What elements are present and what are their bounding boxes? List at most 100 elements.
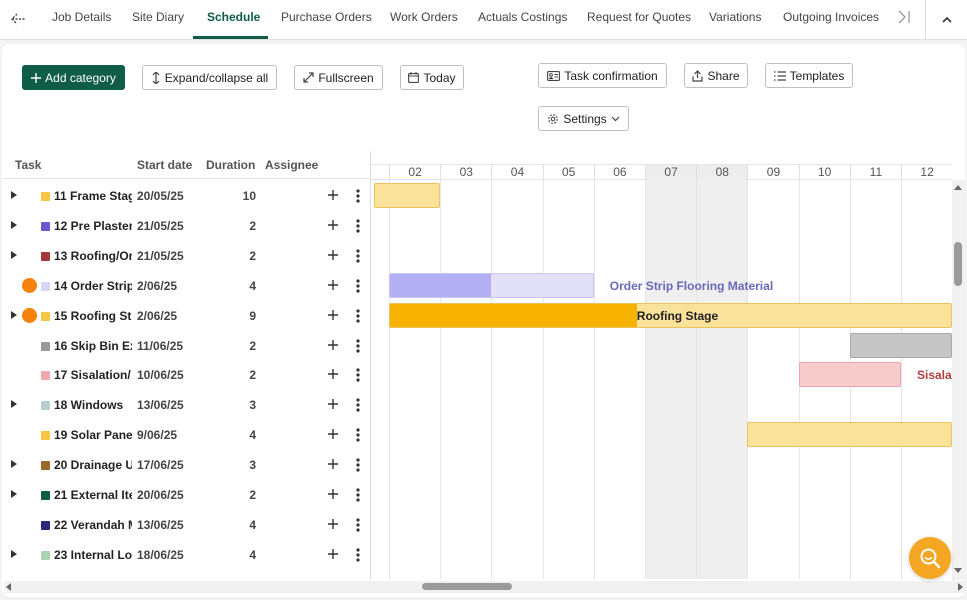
task-name[interactable]: 21 External Ite bbox=[54, 488, 132, 502]
task-name[interactable]: 17 Sisalation/ bbox=[54, 368, 131, 383]
task-row[interactable]: 17 Sisalation/10/06/25 2 bbox=[2, 360, 370, 390]
expand-arrow-icon[interactable] bbox=[11, 191, 17, 199]
settings-button[interactable]: Settings bbox=[538, 106, 629, 131]
gantt-bar[interactable] bbox=[849, 332, 952, 358]
add-assignee-icon[interactable] bbox=[325, 486, 341, 502]
add-assignee-icon[interactable] bbox=[325, 366, 341, 382]
expand-arrow-icon[interactable] bbox=[11, 549, 17, 558]
add-assignee-icon[interactable] bbox=[325, 247, 341, 263]
task-row[interactable]: 19 Solar Pane 9/06/25 4 bbox=[2, 420, 370, 450]
task-row[interactable]: 22 Verandah M 13/06/25 4 bbox=[2, 510, 370, 540]
task-row[interactable]: 14 Order Strip 2/06/25 4 bbox=[2, 271, 370, 301]
column-header-assignee[interactable]: Assignee bbox=[265, 158, 319, 172]
add-assignee-icon[interactable] bbox=[325, 277, 341, 293]
scroll-up-icon[interactable] bbox=[954, 185, 962, 190]
expand-arrow-icon[interactable] bbox=[11, 400, 17, 409]
add-assignee-icon[interactable] bbox=[325, 426, 341, 442]
more-options-icon[interactable] bbox=[352, 307, 364, 325]
more-options-icon[interactable] bbox=[352, 337, 364, 355]
gantt-bar[interactable] bbox=[798, 362, 901, 388]
gantt-bar[interactable] bbox=[373, 183, 441, 208]
expand-arrow-icon[interactable] bbox=[11, 490, 17, 498]
more-options-icon[interactable] bbox=[352, 486, 364, 504]
scroll-tabs-right-icon[interactable] bbox=[896, 8, 914, 26]
expand-arrow-icon[interactable] bbox=[11, 250, 17, 259]
gantt-bar[interactable] bbox=[389, 272, 594, 298]
task-name[interactable]: 22 Verandah M bbox=[54, 517, 132, 532]
task-name[interactable]: 18 Windows bbox=[54, 398, 124, 413]
expand-arrow-icon[interactable] bbox=[11, 460, 17, 469]
share-button[interactable]: Share bbox=[684, 63, 748, 88]
timeline-header: 02 03 04 05 06 07 08 09 10 11 12 bbox=[371, 164, 952, 181]
task-row[interactable]: 16 Skip Bin Ex 11/06/25 2 bbox=[2, 331, 370, 361]
vertical-scroll-thumb[interactable] bbox=[954, 242, 962, 286]
task-confirmation-button[interactable]: Task confirmation bbox=[538, 63, 667, 88]
more-options-icon[interactable] bbox=[352, 426, 364, 444]
scroll-down-icon[interactable] bbox=[954, 568, 962, 573]
more-options-icon[interactable] bbox=[352, 456, 364, 474]
more-options-icon[interactable] bbox=[352, 187, 364, 205]
column-header-task[interactable]: Task bbox=[15, 158, 42, 172]
task-row[interactable]: 21 External Ite 20/06/25 2 bbox=[2, 480, 370, 510]
column-header-duration[interactable]: Duration bbox=[206, 158, 256, 172]
add-assignee-icon[interactable] bbox=[325, 217, 341, 233]
task-row[interactable]: 12 Pre Plaster 21/05/25 2 bbox=[2, 211, 370, 241]
task-row[interactable]: 20 Drainage U 17/06/25 3 bbox=[2, 450, 370, 480]
add-assignee-icon[interactable] bbox=[325, 516, 341, 532]
expand-collapse-button[interactable]: Expand/collapse all bbox=[142, 65, 277, 90]
vertical-scrollbar[interactable] bbox=[952, 180, 965, 580]
task-row[interactable]: 13 Roofing/Or 21/05/25 2 bbox=[2, 241, 370, 271]
today-button[interactable]: Today bbox=[400, 65, 464, 90]
tab-schedule[interactable]: Schedule bbox=[207, 10, 261, 24]
more-options-icon[interactable] bbox=[352, 396, 364, 414]
more-options-icon[interactable] bbox=[352, 277, 364, 295]
task-row[interactable]: 11 Frame Stage 20/05/25 10 bbox=[2, 181, 370, 211]
scroll-left-icon[interactable] bbox=[6, 583, 11, 591]
column-header-start-date[interactable]: Start date bbox=[137, 158, 193, 172]
horizontal-scrollbar[interactable] bbox=[4, 581, 965, 593]
back-button[interactable] bbox=[8, 8, 30, 30]
add-assignee-icon[interactable] bbox=[325, 546, 341, 562]
add-assignee-icon[interactable] bbox=[325, 456, 341, 472]
expand-arrow-icon[interactable] bbox=[11, 310, 17, 319]
add-assignee-icon[interactable] bbox=[325, 396, 341, 412]
tab-job-details[interactable]: Job Details bbox=[52, 10, 112, 24]
add-assignee-icon[interactable] bbox=[325, 307, 341, 323]
fullscreen-button[interactable]: Fullscreen bbox=[294, 65, 383, 90]
more-options-icon[interactable] bbox=[352, 247, 364, 265]
task-name[interactable]: 16 Skip Bin Ex bbox=[54, 338, 132, 353]
task-name[interactable]: 20 Drainage U bbox=[54, 458, 132, 473]
tab-request-for-quotes[interactable]: Request for Quotes bbox=[587, 10, 692, 24]
task-name[interactable]: 15 Roofing St bbox=[54, 308, 132, 323]
tab-outgoing-invoices[interactable]: Outgoing Invoices bbox=[783, 10, 880, 24]
more-options-icon[interactable] bbox=[352, 217, 364, 235]
task-row[interactable]: 15 Roofing St 2/06/25 9 bbox=[2, 301, 370, 331]
help-chat-button[interactable] bbox=[909, 537, 951, 579]
add-assignee-icon[interactable] bbox=[325, 187, 341, 203]
task-name[interactable]: 12 Pre Plaster bbox=[54, 218, 132, 233]
gantt-bar[interactable] bbox=[747, 422, 952, 448]
templates-button[interactable]: Templates bbox=[765, 63, 853, 88]
tab-actuals-costings[interactable]: Actuals Costings bbox=[478, 10, 568, 24]
task-name[interactable]: 23 Internal Lo bbox=[54, 547, 132, 562]
tab-site-diary[interactable]: Site Diary bbox=[132, 10, 185, 24]
gantt-bar[interactable] bbox=[389, 302, 952, 328]
add-category-button[interactable]: Add category bbox=[22, 65, 125, 90]
tab-variations[interactable]: Variations bbox=[709, 10, 762, 24]
task-name[interactable]: 11 Frame Stage bbox=[54, 189, 132, 203]
task-name[interactable]: 13 Roofing/Or bbox=[54, 248, 132, 263]
more-options-icon[interactable] bbox=[352, 516, 364, 534]
add-assignee-icon[interactable] bbox=[325, 337, 341, 353]
more-options-icon[interactable] bbox=[352, 546, 364, 564]
horizontal-scroll-thumb[interactable] bbox=[422, 583, 512, 590]
more-options-icon[interactable] bbox=[352, 366, 364, 384]
tab-purchase-orders[interactable]: Purchase Orders bbox=[281, 10, 372, 24]
task-row[interactable]: 18 Windows 13/06/25 3 bbox=[2, 390, 370, 420]
expand-arrow-icon[interactable] bbox=[11, 220, 17, 229]
scroll-right-icon[interactable] bbox=[958, 583, 963, 591]
task-row[interactable]: 23 Internal Lo 18/06/25 4 bbox=[2, 540, 370, 570]
tab-work-orders[interactable]: Work Orders bbox=[390, 10, 458, 24]
task-name[interactable]: 14 Order Strip bbox=[54, 278, 132, 293]
collapse-header-button[interactable] bbox=[925, 0, 967, 40]
task-name[interactable]: 19 Solar Pane bbox=[54, 428, 132, 443]
